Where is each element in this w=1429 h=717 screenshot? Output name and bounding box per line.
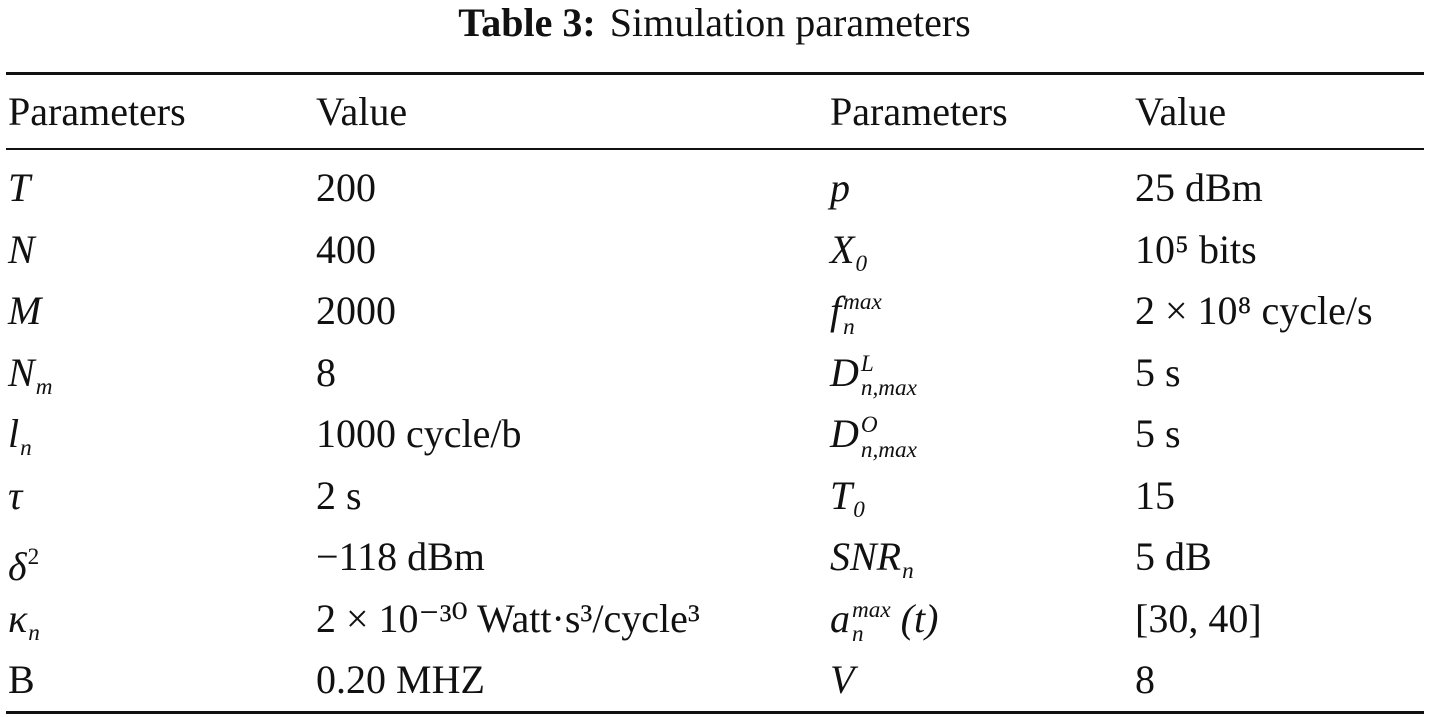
symbol: τ	[8, 472, 23, 518]
superscript: 2	[27, 544, 40, 570]
value-cell: [30, 40]	[1135, 595, 1262, 641]
symbol: T	[8, 165, 31, 210]
suffix: (t)	[890, 595, 939, 641]
value-cell: 2 s	[316, 472, 362, 518]
value-cell: 400	[316, 226, 376, 272]
subscript: n,max	[860, 436, 917, 463]
symbol: V	[830, 657, 855, 702]
parameter-cell: B	[8, 650, 35, 710]
value-cell: 2 × 10⁸ cycle/s	[1135, 288, 1373, 333]
value-cell: 5 s	[1135, 349, 1181, 395]
symbol: p	[830, 165, 850, 210]
value-cell: 1000 cycle/b	[316, 411, 522, 456]
symbol: X	[830, 226, 855, 272]
symbol: f	[830, 288, 842, 333]
value-cell: 200	[316, 165, 376, 210]
value-cell: 5 dB	[1135, 534, 1212, 579]
subscript: 0	[855, 250, 868, 277]
parameter-cell: ln	[8, 404, 32, 478]
top-rule	[6, 72, 1424, 75]
value-cell: 0.20 MHZ	[316, 657, 485, 702]
value-cell: 2000	[316, 288, 396, 333]
parameter-cell: Nm	[8, 343, 52, 417]
table-row: τ 2 s T0 15	[0, 466, 1429, 526]
superscript: O	[860, 412, 878, 439]
subscript: n	[20, 435, 32, 462]
header-rule	[6, 148, 1424, 150]
value-cell: 5 s	[1135, 411, 1181, 456]
subscript: 0	[853, 496, 865, 523]
subscript: n	[852, 621, 864, 648]
parameter-cell: N	[8, 220, 35, 280]
parameter-cell: T0	[830, 466, 865, 540]
parameter-cell: a max n (t)	[830, 589, 938, 649]
header-cell: Value	[316, 89, 408, 134]
parameter-cell: V	[830, 650, 854, 710]
parameter-cell: p	[830, 158, 850, 218]
symbol: l	[8, 411, 20, 456]
symbol: N	[8, 226, 35, 272]
symbol: κ	[8, 595, 28, 641]
symbol: T	[830, 472, 853, 518]
table-row: N 400 X0 10⁵ bits	[0, 220, 1429, 280]
header-cell: Value	[1135, 89, 1227, 134]
value-cell: 25 dBm	[1135, 165, 1263, 210]
parameter-cell: X0	[830, 220, 867, 294]
parameter-cell: f max n	[830, 281, 882, 341]
table-row: δ2 −118 dBm SNRn 5 dB	[0, 527, 1429, 589]
subscript: m	[35, 373, 53, 400]
superscript: L	[860, 350, 874, 377]
symbol: N	[8, 349, 35, 395]
superscript: max	[852, 596, 891, 623]
subscript: n,max	[860, 375, 917, 402]
bottom-rule	[6, 711, 1424, 714]
parameter-cell: δ2	[8, 527, 39, 597]
table-row: M 2000 f max n 2 × 10⁸ cycle/s	[0, 281, 1429, 341]
value-cell: 8	[316, 349, 336, 395]
table-row: T 200 p 25 dBm	[0, 158, 1429, 218]
symbol: δ	[8, 544, 27, 590]
value-cell: 15	[1135, 472, 1175, 518]
table-row: κn 2 × 10⁻³⁰ Watt·s³/cycle³ a max n (t) [30, …	[0, 589, 1429, 649]
value-cell: 10⁵ bits	[1135, 226, 1257, 272]
subscript: n	[843, 313, 855, 340]
script-stack: max n	[852, 598, 891, 647]
parameter-cell: τ	[8, 466, 22, 526]
header-row: Parameters Value Parameters Value	[0, 82, 1429, 142]
value-cell: 2 × 10⁻³⁰ Watt·s³/cycle³	[316, 595, 700, 641]
subscript: n	[28, 619, 40, 646]
parameter-cell: M	[8, 281, 41, 341]
header-cell: Parameters	[8, 89, 186, 134]
caption-text: Simulation parameters	[609, 0, 971, 45]
header-cell: Parameters	[830, 89, 1008, 134]
table-caption: Table 3: Simulation parameters	[0, 0, 1429, 46]
value-cell: 8	[1135, 657, 1155, 702]
table-row: B 0.20 MHZ V 8	[0, 650, 1429, 710]
symbol: M	[8, 288, 42, 333]
script-stack: max n	[843, 290, 882, 339]
symbol: SNR	[830, 534, 902, 579]
value-cell: −118 dBm	[316, 534, 485, 579]
parameter-cell: T	[8, 158, 30, 218]
symbol: B	[8, 657, 35, 702]
subscript: n	[902, 558, 914, 585]
symbol: D	[830, 411, 859, 456]
symbol: D	[830, 349, 859, 395]
parameter-cell: κn	[8, 589, 40, 663]
symbol: a	[830, 595, 850, 641]
parameter-cell: SNRn	[830, 527, 914, 601]
superscript: max	[843, 289, 882, 316]
caption-label: Table 3:	[458, 0, 596, 45]
